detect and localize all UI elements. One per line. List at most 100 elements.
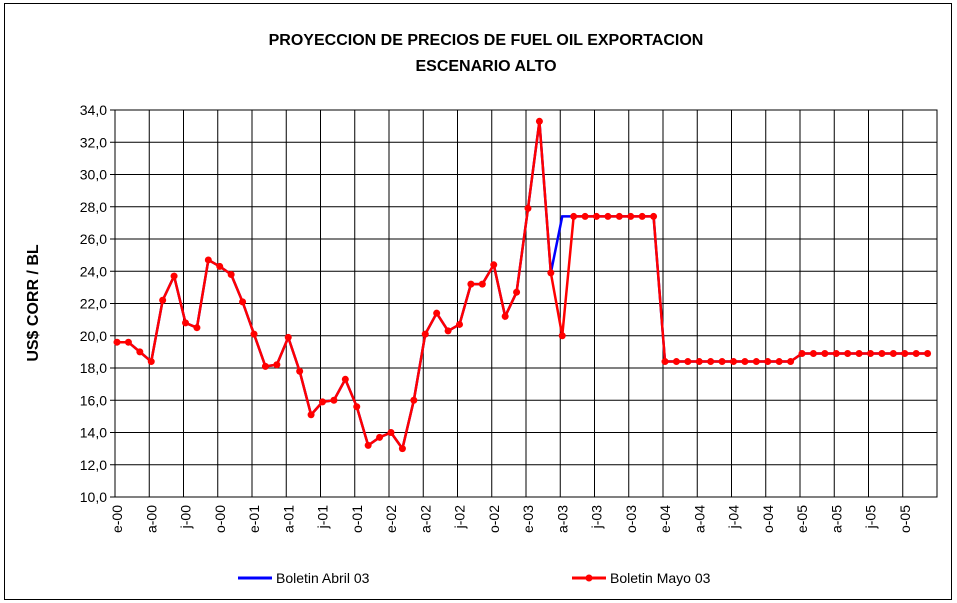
x-tick-label: j-03 (589, 505, 605, 530)
point (501, 312, 509, 320)
x-tick-label: o-05 (897, 505, 913, 533)
point (604, 212, 612, 220)
point (547, 269, 555, 277)
x-tick-label: a-02 (417, 505, 433, 533)
point (741, 358, 749, 366)
point (319, 398, 326, 406)
point (730, 358, 737, 366)
point (273, 361, 281, 369)
x-tick-label: e-02 (383, 505, 399, 533)
point (535, 117, 543, 125)
point (593, 212, 600, 220)
point (341, 375, 349, 383)
y-tick-label: 16,0 (80, 392, 107, 408)
y-tick-label: 28,0 (80, 199, 107, 215)
point (456, 320, 463, 328)
point (513, 288, 521, 296)
y-tick-label: 26,0 (80, 231, 107, 247)
point (364, 441, 372, 449)
y-tick-label: 14,0 (80, 425, 107, 441)
point (387, 429, 395, 436)
point (615, 212, 623, 220)
point (444, 327, 452, 335)
point (307, 411, 315, 419)
point (467, 280, 475, 288)
x-tick-label: a-03 (554, 505, 570, 533)
point (821, 349, 829, 357)
point (650, 212, 658, 220)
point (787, 358, 795, 366)
x-tick-label: o-03 (623, 505, 639, 533)
x-tick-label: e-05 (794, 505, 810, 533)
point (809, 349, 817, 357)
point (695, 358, 703, 366)
legend-label: Boletin Abril 03 (276, 570, 370, 586)
point (284, 333, 292, 341)
point (889, 349, 897, 357)
point (855, 349, 863, 357)
point (296, 367, 304, 375)
point (661, 358, 669, 366)
x-tick-label: a-05 (828, 505, 844, 533)
point (250, 330, 258, 338)
x-tick-label: a-01 (280, 505, 296, 533)
x-tick-label: o-01 (349, 505, 365, 533)
point (878, 349, 886, 357)
point (353, 403, 361, 411)
point (227, 270, 235, 278)
point (113, 338, 121, 346)
point (433, 309, 441, 317)
point (410, 396, 418, 404)
point (239, 298, 247, 306)
point (707, 358, 715, 366)
x-tick-label: e-04 (657, 505, 673, 533)
point (159, 296, 167, 304)
y-tick-label: 30,0 (80, 167, 107, 183)
point (136, 348, 144, 356)
plot-border (114, 109, 938, 498)
point (182, 319, 189, 327)
x-tick-label: j-00 (178, 505, 194, 530)
point (775, 358, 783, 366)
y-tick-label: 20,0 (80, 328, 107, 344)
x-tick-label: o-02 (486, 505, 502, 533)
point (832, 349, 840, 357)
point (398, 445, 406, 453)
point (490, 261, 498, 269)
point (627, 212, 635, 220)
x-tick-label: j-04 (726, 505, 742, 530)
point (672, 358, 680, 366)
point (376, 433, 384, 441)
chart-subtitle: ESCENARIO ALTO (415, 58, 556, 75)
point (204, 256, 212, 264)
point (867, 349, 874, 357)
legend-marker (585, 574, 593, 582)
point (581, 212, 589, 220)
point (764, 358, 772, 366)
point (684, 358, 692, 366)
point (912, 349, 920, 357)
point (524, 204, 532, 212)
x-tick-label: j-01 (315, 505, 331, 530)
y-axis-label: US$ CORR / BL (25, 244, 42, 362)
x-tick-label: e-00 (109, 505, 125, 533)
point (752, 358, 760, 366)
x-tick-label: o-04 (760, 505, 776, 533)
x-tick-label: e-03 (520, 505, 536, 533)
point (193, 324, 201, 332)
point (718, 358, 726, 366)
y-tick-label: 32,0 (80, 134, 107, 150)
x-tick-label: e-01 (246, 505, 262, 533)
point (638, 212, 646, 220)
point (798, 349, 806, 357)
point (124, 338, 132, 346)
point (558, 332, 566, 340)
x-tick-label: a-00 (143, 505, 159, 533)
y-tick-label: 10,0 (80, 489, 107, 505)
point (261, 362, 269, 370)
legend-label: Boletin Mayo 03 (610, 570, 711, 586)
y-tick-label: 12,0 (80, 457, 107, 473)
point (147, 358, 155, 366)
x-tick-label: o-00 (212, 505, 228, 533)
